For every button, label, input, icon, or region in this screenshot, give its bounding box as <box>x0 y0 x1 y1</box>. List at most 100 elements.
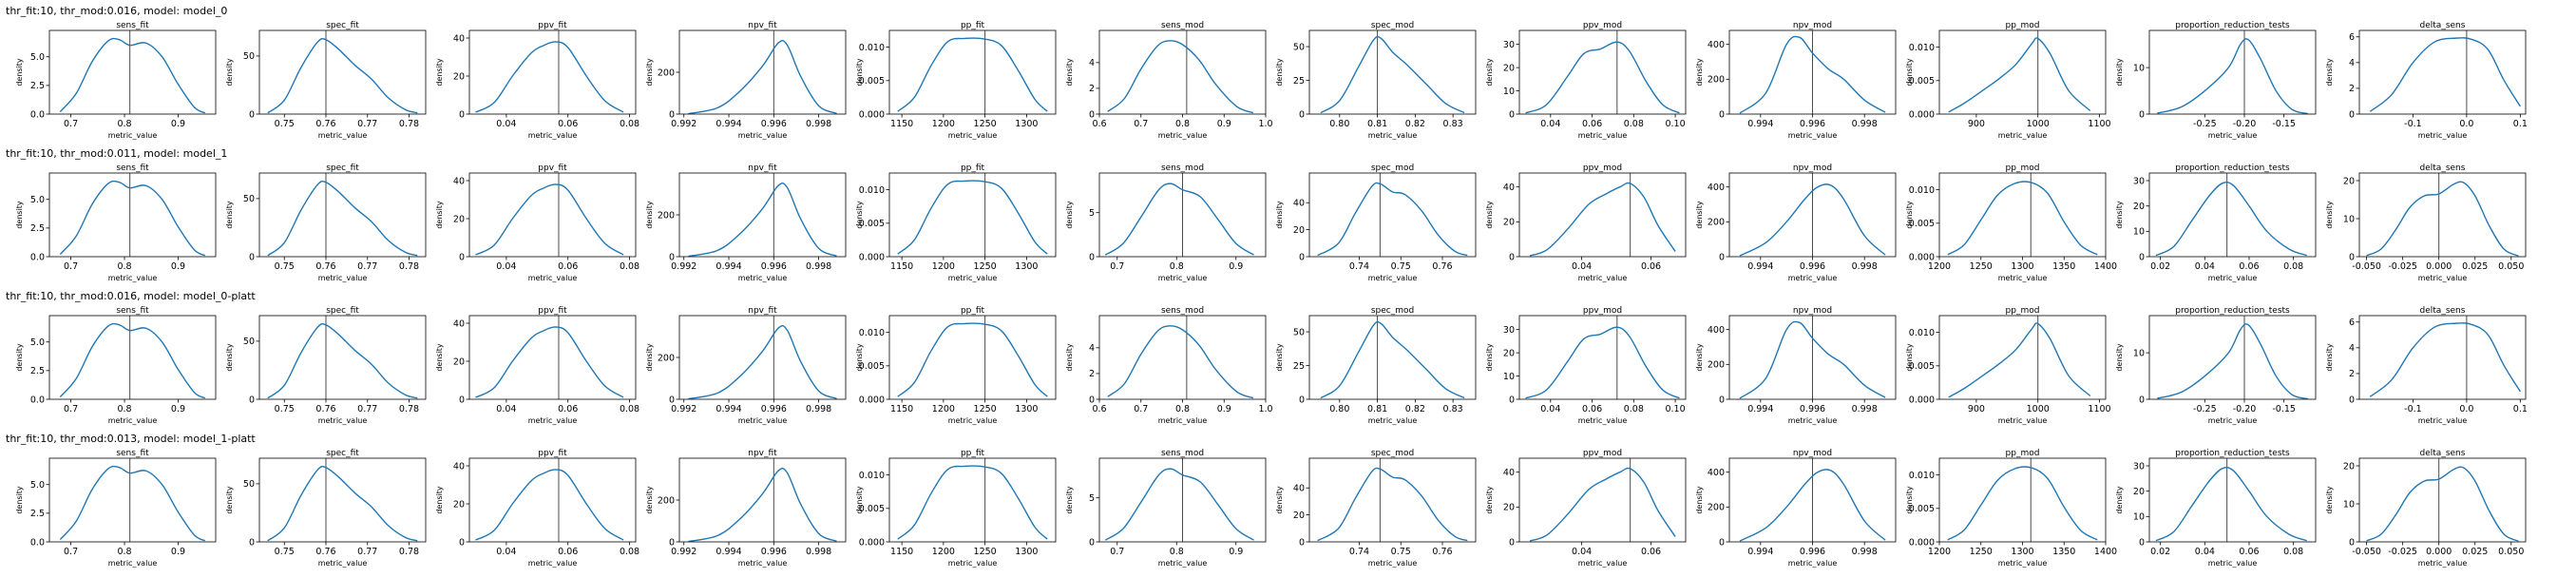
density-curve <box>2366 181 2519 257</box>
plot-frame <box>48 457 217 543</box>
y-tick-label: 0.010 <box>1909 43 1935 53</box>
density-curve <box>1739 469 1886 542</box>
panel-title: ppv_fit <box>538 449 567 458</box>
plot-frame <box>1938 315 2107 400</box>
density-curve <box>1948 322 2091 398</box>
y-axis-label: density <box>1905 486 1914 514</box>
x-tick-label: 0.9 <box>171 404 185 414</box>
x-tick-label: 1300 <box>1015 404 1038 414</box>
y-tick-label: 0 <box>2349 252 2355 262</box>
panel-sens_mod: sens_mod 0 2 4 0.6 0.7 0.8 0.9 1.0 metric_value de… <box>1065 21 1273 140</box>
y-axis-label: density <box>435 201 444 229</box>
y-tick-label: 0 <box>459 109 465 120</box>
x-axis-label: metric_value <box>1368 416 1418 425</box>
y-tick-label: 0.000 <box>1909 537 1935 548</box>
x-tick-label: 0.76 <box>315 119 335 129</box>
y-tick-label: 5.0 <box>30 195 45 205</box>
x-tick-label: 0.04 <box>496 119 516 129</box>
y-tick-label: 4 <box>1089 58 1095 68</box>
y-tick-label: 2.5 <box>30 366 45 376</box>
x-tick-label: 0.996 <box>761 261 787 272</box>
panel-title: pp_fit <box>961 164 985 173</box>
x-tick-label: 0.998 <box>1852 119 1878 129</box>
y-tick-label: 5 <box>1089 493 1095 504</box>
x-tick-label: 0.82 <box>1405 404 1425 414</box>
x-axis-label: metric_value <box>948 559 998 568</box>
x-tick-label: 0.08 <box>1624 119 1644 129</box>
x-tick-label: 0.9 <box>171 547 185 557</box>
x-tick-label: 0.04 <box>1572 547 1592 557</box>
y-tick-label: 200 <box>1708 218 1725 228</box>
x-tick-label: 0.04 <box>2195 547 2215 557</box>
density-curve <box>59 465 206 542</box>
panel-spec_mod: spec_mod 0 20 40 0.74 0.75 0.76 metric_value den… <box>1275 449 1477 568</box>
density-curve <box>267 181 418 257</box>
y-axis-label: density <box>15 343 24 372</box>
x-tick-label: 0.04 <box>1540 119 1560 129</box>
x-axis-label: metric_value <box>528 559 578 568</box>
x-axis-label: metric_value <box>318 416 368 425</box>
x-tick-label: 0.06 <box>1641 261 1661 272</box>
x-tick-label: 1350 <box>2052 261 2075 272</box>
plot-frame <box>678 29 847 115</box>
y-tick-label: 0 <box>2349 537 2355 548</box>
x-tick-label: 0.76 <box>315 261 335 272</box>
x-axis-label: metric_value <box>738 559 788 568</box>
x-tick-label: 1400 <box>2094 547 2117 557</box>
panel-pp_fit: pp_fit 0.000 0.005 0.010 1150 1200 1250 1300 met… <box>855 164 1057 282</box>
x-tick-label: -0.050 <box>2352 547 2381 557</box>
x-tick-label: 0.06 <box>1582 404 1602 414</box>
y-axis-label: density <box>645 201 654 229</box>
x-tick-label: 0.75 <box>275 119 295 129</box>
y-tick-label: 25 <box>1293 361 1305 372</box>
panel-pp_mod: pp_mod 0.000 0.005 0.010 1200 1250 1300 1350 140… <box>1905 449 2117 568</box>
panel-title: ppv_mod <box>1583 164 1622 173</box>
y-tick-label: 5.0 <box>30 480 45 491</box>
y-tick-label: 0 <box>1089 395 1095 405</box>
x-tick-label: 0.74 <box>1349 547 1369 557</box>
y-axis-label: density <box>2325 201 2334 229</box>
x-axis-label: metric_value <box>108 559 158 568</box>
y-tick-label: 50 <box>243 337 255 347</box>
plot-frame <box>2148 29 2317 115</box>
y-tick-label: 5 <box>1089 208 1095 219</box>
x-tick-label: 1250 <box>974 404 997 414</box>
y-tick-label: 400 <box>1708 325 1725 336</box>
y-tick-label: 200 <box>658 210 675 221</box>
y-tick-label: 50 <box>243 479 255 490</box>
x-tick-label: 0.81 <box>1367 404 1387 414</box>
y-tick-label: 0 <box>1089 252 1095 262</box>
x-tick-label: 0.08 <box>1624 404 1644 414</box>
density-curve <box>1525 41 1680 114</box>
x-tick-label: 0.998 <box>806 261 831 272</box>
x-tick-label: 0.04 <box>496 261 516 272</box>
y-tick-label: 2.5 <box>30 223 45 234</box>
x-tick-label: 1250 <box>1970 261 1993 272</box>
density-curve <box>1104 183 1254 256</box>
y-tick-label: 20 <box>453 499 465 510</box>
x-tick-label: 0.75 <box>275 261 295 272</box>
x-tick-label: 0.7 <box>64 547 78 557</box>
plot-frame <box>48 172 217 258</box>
row-1: thr_fit:10, thr_mod:0.011, model: model_… <box>6 147 2527 282</box>
density-curve <box>2155 466 2307 542</box>
y-tick-label: 0.010 <box>859 185 885 196</box>
y-axis-label: density <box>1275 486 1284 514</box>
panel-ppv_mod: ppv_mod 0 20 40 0.04 0.06 metric_value density <box>1485 164 1687 282</box>
panel-title: sens_mod <box>1161 21 1204 30</box>
x-tick-label: 1250 <box>974 547 997 557</box>
x-tick-label: 1150 <box>890 547 913 557</box>
density-curve <box>1525 326 1680 399</box>
plot-frame <box>2148 315 2317 400</box>
y-tick-label: 0.0 <box>30 395 45 405</box>
density-curve <box>1739 320 1886 399</box>
x-tick-label: 0.8 <box>1175 404 1190 414</box>
density-curve <box>59 180 206 257</box>
y-tick-label: 20 <box>1293 511 1305 521</box>
y-tick-label: 0 <box>1299 395 1305 405</box>
plot-frame <box>1098 457 1267 543</box>
y-tick-label: 0 <box>1509 537 1515 548</box>
y-tick-label: 0.010 <box>859 471 885 481</box>
x-axis-label: metric_value <box>1998 416 2048 425</box>
plot-frame <box>888 29 1057 115</box>
